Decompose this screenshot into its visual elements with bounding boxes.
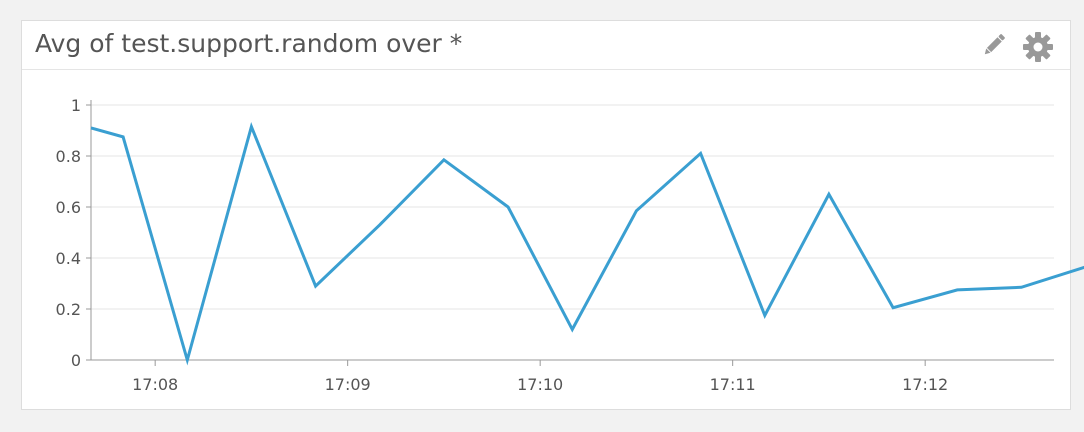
pencil-icon[interactable] (980, 31, 1008, 59)
widget-title: Avg of test.support.random over * (35, 29, 463, 58)
gear-icon[interactable] (1022, 31, 1053, 62)
widget-header: Avg of test.support.random over * (22, 21, 1070, 70)
timeseries-widget: Avg of test.support.random over * (21, 20, 1071, 410)
